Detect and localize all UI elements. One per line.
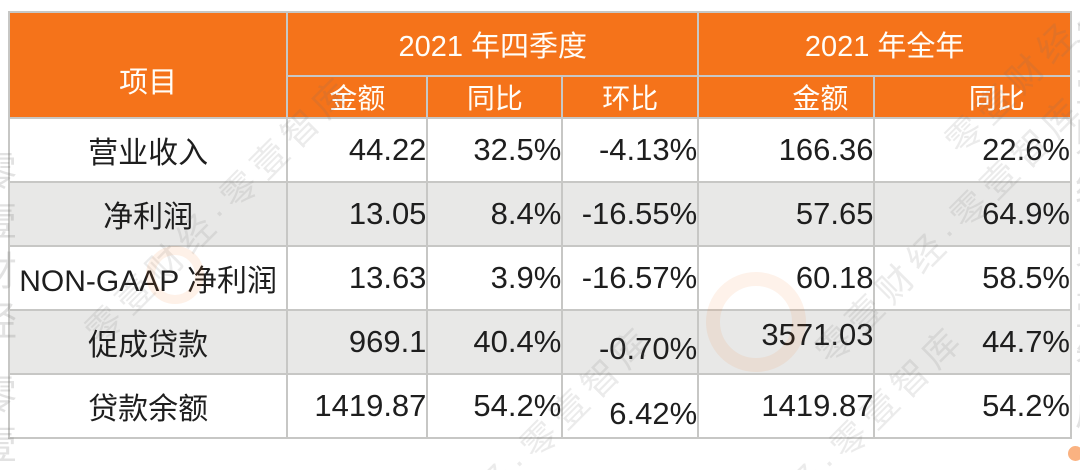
cell-text: 44.7% — [982, 324, 1070, 359]
cell-text: 54.2% — [982, 388, 1070, 423]
column-group-fy-label: 2021 年全年 — [804, 31, 965, 63]
cell-value: 13.63 — [286, 245, 429, 311]
cell-text: -0.70% — [598, 331, 698, 366]
cell-value: 166.36 — [697, 117, 876, 183]
cell-value: 8.4% — [426, 181, 564, 247]
cell-value: 58.5% — [873, 245, 1072, 311]
subheader-label: 同比 — [466, 83, 523, 114]
table-row-net-profit: 净利润 13.05 8.4% -16.55% 57.65 64.9% — [7, 181, 1072, 247]
cell-value: 3571.03 — [697, 309, 876, 375]
cell-text: 13.05 — [348, 196, 427, 231]
cell-value: 22.6% — [873, 117, 1072, 183]
table-row-loans-facilitated: 促成贷款 969.1 40.4% -0.70% 3571.03 44.7% — [7, 309, 1072, 375]
cell-text: 58.5% — [982, 260, 1070, 295]
cell-text: 969.1 — [348, 324, 427, 359]
row-label-text: 促成贷款 — [88, 329, 209, 362]
cell-text: 3.9% — [490, 260, 562, 295]
cell-value: 54.2% — [873, 373, 1072, 439]
financial-results-table: 项目 2021 年四季度 2021 年全年 金额 同比 环比 金额 同比 营业收… — [7, 11, 1072, 439]
cell-value: 54.2% — [426, 373, 564, 439]
table-row-non-gaap-net-profit: NON-GAAP 净利润 13.63 3.9% -16.57% 60.18 58… — [7, 245, 1072, 311]
cell-value: 13.05 — [286, 181, 429, 247]
cell-text: 1419.87 — [314, 388, 427, 423]
row-label: 净利润 — [7, 181, 289, 247]
cell-value: 1419.87 — [286, 373, 429, 439]
subheader-label: 金额 — [792, 83, 849, 114]
row-label: 贷款余额 — [7, 373, 289, 439]
column-group-q4-label: 2021 年四季度 — [398, 31, 588, 63]
cell-value: -4.13% — [561, 117, 700, 183]
cell-value: 1419.87 — [697, 373, 876, 439]
row-label: 营业收入 — [7, 117, 289, 183]
row-label-text: 营业收入 — [88, 137, 209, 170]
cell-text: 60.18 — [795, 260, 874, 295]
subheader-label: 金额 — [329, 83, 386, 114]
row-label: 促成贷款 — [7, 309, 289, 375]
cell-text: 40.4% — [473, 324, 562, 359]
row-label: NON-GAAP 净利润 — [7, 245, 289, 311]
cell-value: 57.65 — [697, 181, 876, 247]
cell-value: 3.9% — [426, 245, 564, 311]
table-row-loan-balance: 贷款余额 1419.87 54.2% 6.42% 1419.87 54.2% — [7, 373, 1072, 439]
table-header: 项目 2021 年四季度 2021 年全年 金额 同比 环比 金额 同比 — [7, 11, 1072, 119]
cell-text: 13.63 — [348, 260, 427, 295]
cell-value: 969.1 — [286, 309, 429, 375]
subheader-label: 同比 — [968, 83, 1025, 114]
lingyi-logo-fragment-icon — [1068, 446, 1080, 461]
cell-text: 64.9% — [982, 196, 1070, 231]
cell-text: 22.6% — [982, 132, 1070, 167]
cell-value: 44.22 — [286, 117, 429, 183]
row-label-text: NON-GAAP 净利润 — [19, 265, 278, 298]
cell-text: 1419.87 — [761, 388, 874, 423]
column-group-q4-2021: 2021 年四季度 — [286, 11, 700, 77]
cell-value: 64.9% — [873, 181, 1072, 247]
cell-text: -16.57% — [581, 260, 698, 295]
column-group-fy-2021: 2021 年全年 — [697, 11, 1072, 77]
row-label-text: 净利润 — [103, 201, 194, 234]
cell-value: 40.4% — [426, 309, 564, 375]
cell-text: 6.42% — [609, 396, 698, 431]
cell-text: -4.13% — [598, 132, 698, 167]
row-label-text: 贷款余额 — [88, 393, 209, 426]
column-header-item-label: 项目 — [119, 67, 178, 99]
subheader-fy-yoy: 同比 — [873, 75, 1072, 119]
cell-value: -0.70% — [561, 309, 700, 375]
cell-text: 54.2% — [473, 388, 562, 423]
cell-value: 44.7% — [873, 309, 1072, 375]
table-row-revenue: 营业收入 44.22 32.5% -4.13% 166.36 22.6% — [7, 117, 1072, 183]
cell-text: 3571.03 — [761, 317, 874, 352]
cell-text: -16.55% — [581, 196, 698, 231]
subheader-q4-yoy: 同比 — [426, 75, 564, 119]
subheader-q4-amount: 金额 — [286, 75, 429, 119]
cell-value: -16.55% — [561, 181, 700, 247]
cell-value: -16.57% — [561, 245, 700, 311]
cell-text: 8.4% — [490, 196, 562, 231]
cell-text: 44.22 — [348, 132, 427, 167]
subheader-fy-amount: 金额 — [697, 75, 876, 119]
cell-text: 57.65 — [795, 196, 874, 231]
cell-text: 166.36 — [778, 132, 874, 167]
subheader-label: 环比 — [602, 83, 659, 114]
subheader-q4-qoq: 环比 — [561, 75, 700, 119]
cell-value: 32.5% — [426, 117, 564, 183]
cell-value: 60.18 — [697, 245, 876, 311]
cell-text: 32.5% — [473, 132, 562, 167]
column-header-item: 项目 — [7, 11, 289, 119]
cell-value: 6.42% — [561, 373, 700, 439]
